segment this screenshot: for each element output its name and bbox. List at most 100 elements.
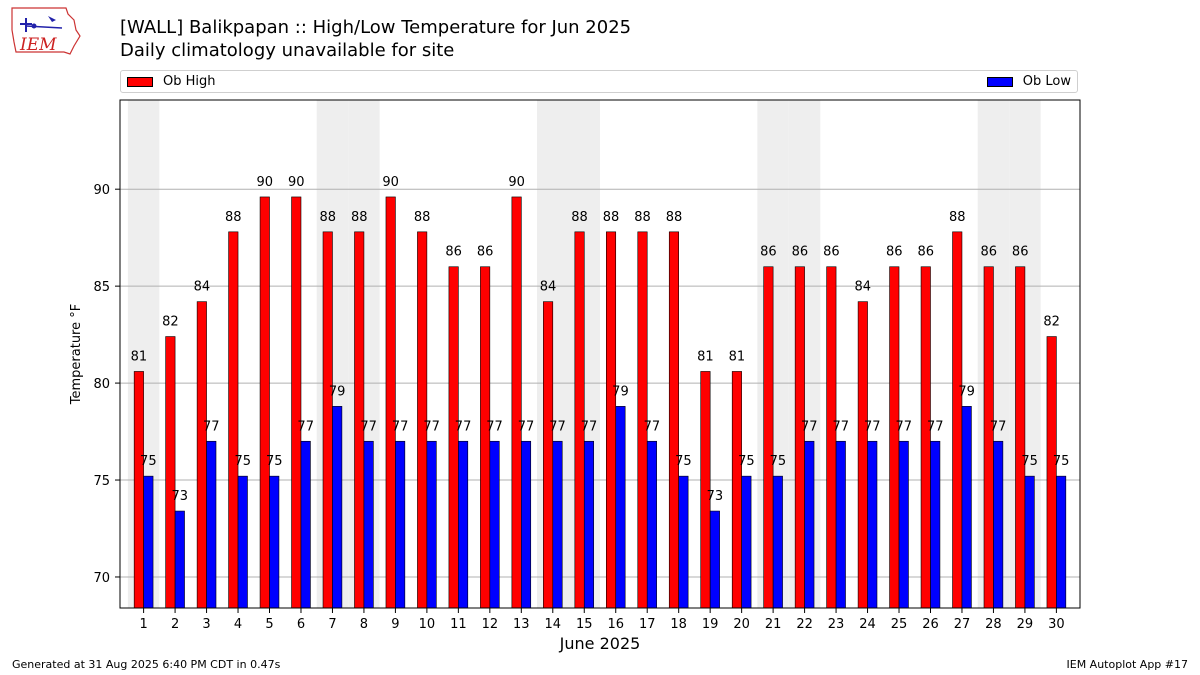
label-high-21: 86 <box>760 245 777 260</box>
xtick-label-11: 11 <box>450 617 467 632</box>
chart-title-block: [WALL] Balikpapan :: High/Low Temperatur… <box>120 16 631 62</box>
label-high-23: 86 <box>823 245 840 260</box>
bar-high-2 <box>165 336 176 609</box>
label-low-20: 75 <box>738 454 755 469</box>
bar-high-24 <box>857 301 868 609</box>
chart-title: [WALL] Balikpapan :: High/Low Temperatur… <box>120 17 632 38</box>
label-high-10: 88 <box>414 210 431 225</box>
xtick-label-8: 8 <box>360 617 368 632</box>
plot-frame <box>119 99 1081 609</box>
x-axis-label: June 2025 <box>559 634 641 653</box>
chart-subtitle: Daily climatology unavailable for site <box>120 40 455 61</box>
label-low-25: 77 <box>895 419 912 434</box>
xtick-label-4: 4 <box>234 617 242 632</box>
bar-low-27 <box>961 406 972 609</box>
bar-low-29 <box>1024 475 1035 609</box>
bar-high-9 <box>385 196 396 609</box>
bar-low-2 <box>174 510 185 609</box>
label-high-3: 84 <box>194 280 211 295</box>
bar-low-20 <box>741 475 752 609</box>
bar-low-25 <box>898 440 909 609</box>
label-high-1: 81 <box>131 349 148 364</box>
xtick-label-12: 12 <box>482 617 499 632</box>
label-low-30: 75 <box>1053 454 1070 469</box>
app-footer: IEM Autoplot App #17 <box>1066 658 1189 671</box>
label-high-5: 90 <box>257 175 274 190</box>
bar-low-6 <box>300 440 311 609</box>
bar-high-28 <box>983 266 994 609</box>
xtick-label-14: 14 <box>545 617 562 632</box>
xtick-label-2: 2 <box>171 617 179 632</box>
bar-high-16 <box>605 231 617 609</box>
bar-low-8 <box>363 440 374 609</box>
xtick-label-3: 3 <box>202 617 210 632</box>
label-low-16: 79 <box>612 384 629 399</box>
bar-high-18 <box>668 231 679 609</box>
label-low-17: 77 <box>644 419 661 434</box>
bar-high-14 <box>543 301 554 609</box>
label-low-27: 79 <box>958 384 975 399</box>
label-low-22: 77 <box>801 419 818 434</box>
label-low-11: 77 <box>455 419 472 434</box>
label-high-12: 86 <box>477 245 494 260</box>
bar-low-1 <box>143 475 154 609</box>
xtick-label-20: 20 <box>733 617 750 632</box>
label-low-10: 77 <box>423 419 440 434</box>
xtick-label-24: 24 <box>859 617 876 632</box>
xtick-label-5: 5 <box>265 617 273 632</box>
label-high-20: 81 <box>729 349 746 364</box>
label-low-28: 77 <box>990 419 1007 434</box>
label-high-13: 90 <box>508 175 525 190</box>
xtick-label-15: 15 <box>576 617 593 632</box>
label-low-24: 77 <box>864 419 881 434</box>
label-high-24: 84 <box>855 280 872 295</box>
bar-low-14 <box>552 440 563 609</box>
ytick-label-85: 85 <box>93 280 110 295</box>
bar-low-28 <box>993 440 1004 609</box>
bar-high-1 <box>133 371 144 609</box>
bar-high-25 <box>889 266 900 609</box>
bar-high-26 <box>920 266 931 609</box>
bar-low-7 <box>332 406 343 609</box>
xtick-label-19: 19 <box>702 617 719 632</box>
xtick-label-29: 29 <box>1017 617 1034 632</box>
label-low-4: 75 <box>234 454 251 469</box>
bar-high-12 <box>480 266 491 609</box>
xtick-label-17: 17 <box>639 617 656 632</box>
label-high-18: 88 <box>666 210 683 225</box>
bar-high-5 <box>259 196 270 609</box>
bar-low-16 <box>615 406 626 609</box>
label-low-8: 77 <box>360 419 377 434</box>
label-low-3: 77 <box>203 419 220 434</box>
bar-high-13 <box>511 196 522 609</box>
label-high-25: 86 <box>886 245 903 260</box>
bar-low-24 <box>867 440 878 609</box>
legend-swatch-high <box>127 76 153 87</box>
bar-high-11 <box>448 266 459 609</box>
xtick-label-23: 23 <box>828 617 845 632</box>
bar-high-4 <box>228 231 239 609</box>
label-high-22: 86 <box>792 245 809 260</box>
bar-high-6 <box>291 196 302 609</box>
bar-low-10 <box>426 440 437 609</box>
y-axis-label: Temperature °F <box>69 304 84 405</box>
bar-low-4 <box>237 475 248 609</box>
legend: Ob High Ob Low <box>120 70 1078 93</box>
label-high-30: 82 <box>1043 315 1060 330</box>
label-low-15: 77 <box>581 419 598 434</box>
label-high-17: 88 <box>634 210 651 225</box>
ytick-label-90: 90 <box>93 183 110 198</box>
label-high-11: 86 <box>445 245 462 260</box>
label-high-27: 88 <box>949 210 966 225</box>
label-low-26: 77 <box>927 419 944 434</box>
label-low-14: 77 <box>549 419 566 434</box>
xtick-label-30: 30 <box>1048 617 1065 632</box>
bar-low-19 <box>709 510 720 609</box>
bar-high-21 <box>763 266 774 609</box>
xtick-label-18: 18 <box>670 617 687 632</box>
label-low-9: 77 <box>392 419 409 434</box>
label-high-9: 90 <box>382 175 399 190</box>
svg-text:IEM: IEM <box>19 35 57 55</box>
label-low-7: 79 <box>329 384 346 399</box>
generated-footer: Generated at 31 Aug 2025 6:40 PM CDT in … <box>12 658 281 671</box>
